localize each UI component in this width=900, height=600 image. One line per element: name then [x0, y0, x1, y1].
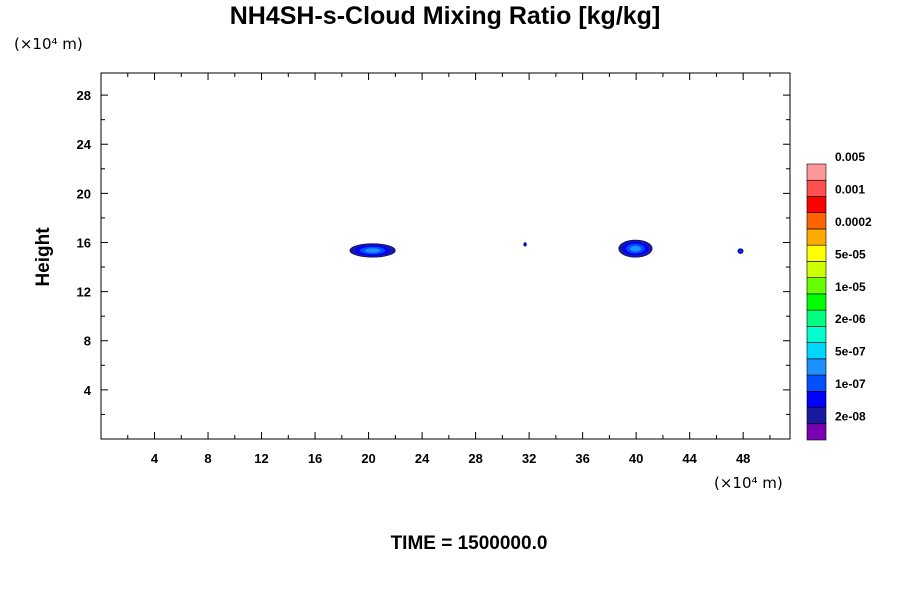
colorbar-swatch [806, 212, 827, 230]
contour-level-4 [365, 248, 381, 253]
x-tick-label: 12 [254, 451, 268, 466]
x-tick-label: 28 [468, 451, 482, 466]
colorbar-label: 0.005 [835, 150, 865, 164]
x-tick-label: 36 [575, 451, 589, 466]
x-tick-label: 44 [682, 451, 697, 466]
colorbar-label: 5e-07 [835, 345, 866, 359]
chart-title: NH4SH-s-Cloud Mixing Ratio [kg/kg] [230, 2, 661, 30]
colorbar-swatch [806, 163, 827, 181]
y-axis-label: Height [33, 227, 54, 287]
x-tick-label: 24 [415, 451, 430, 466]
y-unit-label: (×10⁴ m) [14, 35, 83, 53]
colorbar-swatch [806, 293, 827, 311]
colorbar-swatch [806, 309, 827, 327]
x-tick-label: 4 [151, 451, 159, 466]
y-tick-label: 4 [84, 383, 92, 398]
x-tick-label: 20 [361, 451, 375, 466]
y-tick-label: 12 [77, 285, 91, 300]
colorbar-label: 2e-06 [835, 312, 866, 326]
x-tick-label: 48 [736, 451, 750, 466]
colorbar: 2e-08 1e-07 5e-07 2e-06 1e-05 5e-05 0.0002 0.00… [806, 150, 872, 441]
colorbar-label: 1e-07 [835, 377, 866, 391]
colorbar-swatch [806, 244, 827, 262]
x-tick-label: 8 [204, 451, 211, 466]
cloud-feature [737, 248, 744, 254]
colorbar-swatch [806, 358, 827, 376]
x-tick-label: 32 [522, 451, 536, 466]
contour-level-2 [524, 243, 526, 246]
y-tick-label: 16 [77, 235, 91, 250]
cloud-feature [523, 242, 527, 247]
colorbar-swatch [806, 179, 827, 197]
contour-level-3 [739, 250, 742, 253]
colorbar-swatch [806, 277, 827, 295]
colorbar-label: 1e-05 [835, 280, 866, 294]
cloud-feature [349, 243, 396, 258]
cloud-features [349, 239, 744, 258]
time-label: TIME = 1500000.0 [391, 533, 548, 554]
contour-level-4 [629, 245, 642, 252]
colorbar-swatch [806, 261, 827, 278]
x-unit-label: (×10⁴ m) [714, 474, 783, 492]
colorbar-swatch [806, 407, 827, 425]
colorbar-label: 5e-05 [835, 247, 866, 261]
colorbar-swatch [806, 423, 827, 441]
colorbar-swatch [806, 326, 827, 343]
x-tick-label: 16 [308, 451, 322, 466]
y-tick-label: 24 [77, 137, 92, 152]
colorbar-swatch [806, 228, 827, 246]
colorbar-swatch [806, 374, 827, 392]
colorbar-swatch [806, 390, 827, 408]
colorbar-label: 0.0002 [835, 215, 872, 229]
plot-frame [100, 72, 791, 440]
y-tick-label: 20 [77, 186, 91, 201]
y-tick-label: 28 [77, 88, 91, 103]
colorbar-swatch [806, 342, 827, 360]
cloud-feature [618, 239, 653, 258]
x-tick-label: 40 [629, 451, 643, 466]
colorbar-label: 2e-08 [835, 410, 866, 424]
colorbar-swatch [806, 196, 827, 214]
y-tick-label: 8 [84, 334, 91, 349]
colorbar-label: 0.001 [835, 182, 865, 196]
